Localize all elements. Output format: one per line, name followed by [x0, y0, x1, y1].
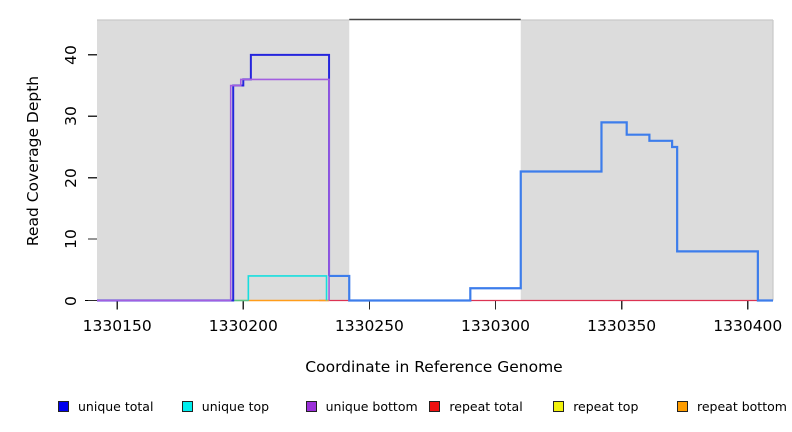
- legend-item: repeat total: [429, 398, 523, 414]
- y-tick-label: 30: [62, 106, 80, 127]
- x-tick-label: 1330350: [587, 317, 657, 335]
- y-tick-label: 0: [62, 295, 80, 306]
- legend-label: repeat top: [573, 398, 639, 414]
- legend-swatch-icon: [677, 400, 688, 412]
- x-tick-label: 1330150: [82, 317, 152, 335]
- legend-item: unique top: [181, 398, 270, 414]
- legend-item: unique bottom: [305, 398, 418, 414]
- x-axis-title: Coordinate in Reference Genome: [305, 358, 563, 376]
- series-unique-bottom: [97, 78, 330, 302]
- legend-swatch-icon: [553, 400, 565, 412]
- legend-label: repeat bottom: [697, 398, 787, 414]
- shaded-region: [520, 20, 773, 300]
- legend-label: unique bottom: [325, 398, 418, 414]
- x-tick-label: 1330300: [461, 317, 531, 335]
- x-tick-label: 1330200: [208, 317, 278, 335]
- legend-label: unique top: [201, 398, 270, 414]
- legend-item: repeat bottom: [677, 398, 787, 414]
- legend-item: repeat top: [553, 398, 639, 414]
- y-tick-label: 10: [62, 229, 80, 249]
- x-tick-label: 1330400: [713, 317, 783, 335]
- y-tick-label: 20: [62, 167, 80, 188]
- series-unique-total-right: [329, 121, 773, 302]
- legend-swatch-icon: [181, 400, 193, 412]
- y-axis-title: Read Coverage Depth: [24, 75, 42, 247]
- legend-label: repeat total: [449, 398, 523, 414]
- x-tick-label: 1330250: [334, 317, 404, 335]
- series-unique-top: [247, 275, 328, 301]
- legend-swatch-icon: [58, 400, 69, 412]
- legend-swatch-icon: [429, 400, 441, 412]
- legend-item: unique total: [58, 398, 154, 414]
- legend-label: unique total: [78, 398, 154, 414]
- y-tick-label: 40: [62, 44, 80, 65]
- shaded-region: [97, 20, 350, 300]
- legend-swatch-icon: [305, 400, 317, 412]
